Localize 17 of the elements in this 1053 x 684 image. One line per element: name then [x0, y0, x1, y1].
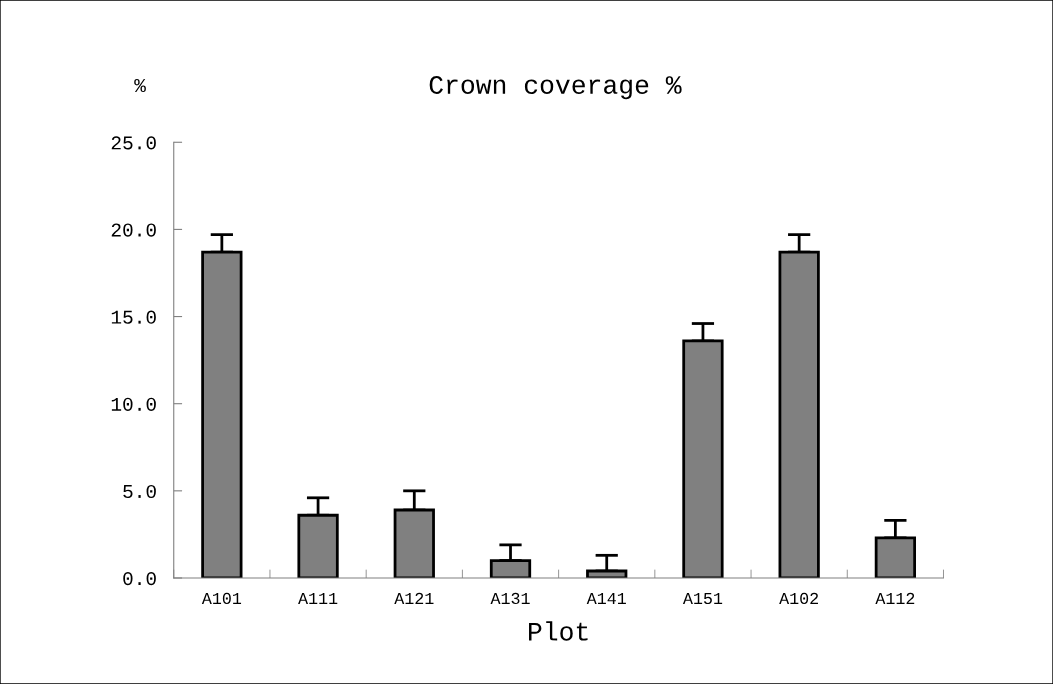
x-tick-label: A141	[586, 592, 626, 604]
x-tick-label: A102	[779, 592, 818, 605]
x-tick-label: A121	[394, 592, 434, 604]
x-tick-label: A131	[490, 592, 530, 605]
y-tick-label: 15.0	[111, 310, 156, 324]
y-tick-label: 10.0	[111, 397, 156, 411]
x-tick-label: A111	[298, 592, 338, 604]
x-tick-label: A101	[201, 592, 242, 605]
y-axis-title: %	[134, 78, 146, 93]
x-axis-title: Plot	[529, 621, 588, 641]
x-tick-label: A112	[875, 592, 915, 604]
y-tick-label: 5.0	[123, 484, 156, 499]
chart-title: Crown coverage %	[429, 76, 682, 100]
y-tick-label: 0.0	[123, 572, 156, 586]
x-tick-label: A151	[682, 592, 723, 605]
y-tick-label: 20.0	[111, 223, 156, 237]
y-tick-label: 25.0	[111, 136, 156, 150]
